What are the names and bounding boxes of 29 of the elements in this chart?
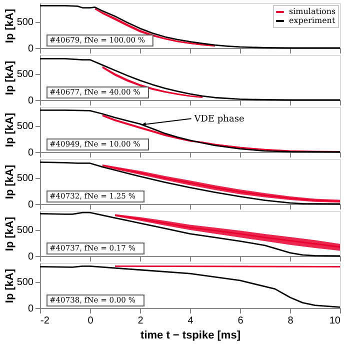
y-tick-label: 500 (16, 69, 34, 80)
x-axis-title: time t − tspike [ms] (140, 330, 241, 342)
y-axis-title: Ip [kA] (4, 216, 16, 252)
y-tick-label: 0 (28, 96, 34, 106)
y-tick-label: 500 (16, 121, 34, 132)
y-tick-label: 0 (28, 44, 34, 54)
y-tick-label: 0 (28, 200, 34, 210)
x-tick-label: 4 (188, 316, 194, 326)
x-tick-label: 10 (329, 316, 341, 326)
y-tick-label: 0 (28, 148, 34, 158)
y-tick-label: 500 (16, 277, 34, 288)
annotation: VDE phase (193, 114, 244, 125)
y-tick-label: 500 (16, 225, 34, 236)
x-tick-label: 2 (138, 316, 144, 326)
legend-label: simulations (289, 7, 336, 16)
y-axis-title: Ip [kA] (4, 112, 16, 148)
legend-label: experiment (289, 16, 336, 25)
x-tick-label: 6 (238, 316, 244, 326)
y-tick-label: 500 (16, 17, 34, 28)
y-tick-label: 0 (28, 304, 34, 314)
y-tick-label: 0 (28, 252, 34, 262)
y-tick-label: 500 (16, 173, 34, 184)
y-axis-title: Ip [kA] (4, 164, 16, 200)
x-tick-label: 0 (88, 316, 94, 326)
x-tick-label: 8 (288, 316, 294, 326)
y-axis-title: Ip [kA] (4, 268, 16, 304)
x-tick-label: -2 (40, 316, 50, 326)
y-axis-title: Ip [kA] (4, 60, 16, 96)
y-axis-title: Ip [kA] (4, 8, 16, 44)
